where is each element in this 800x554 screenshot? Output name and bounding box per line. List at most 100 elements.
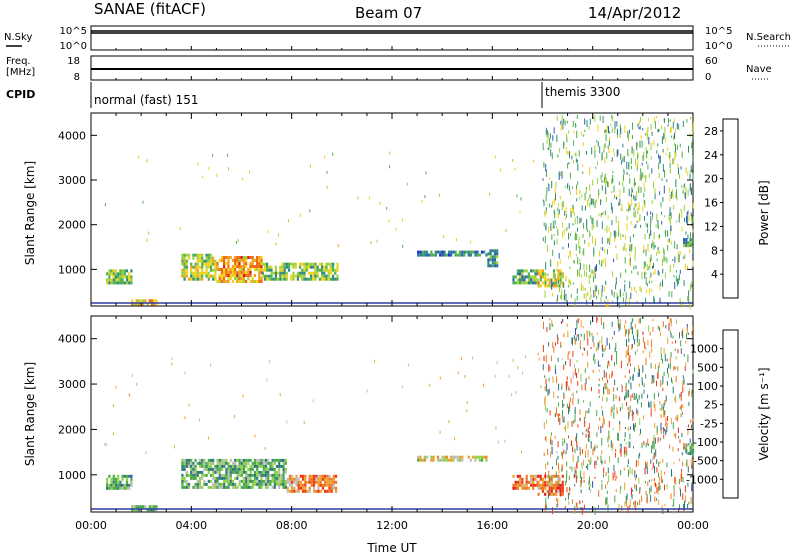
power-colorbar-tick-label: 20	[704, 173, 718, 186]
power-noise-cell	[573, 259, 575, 264]
power-noise-cell	[670, 228, 672, 235]
power-echo-cell	[201, 271, 204, 275]
power-noise-cell	[594, 285, 596, 292]
power-noise-cell	[589, 296, 591, 301]
power-echo-cell	[270, 271, 273, 275]
velocity-echo-cell	[561, 483, 564, 487]
velocity-noise-cell	[592, 481, 594, 488]
power-noise-cell	[568, 255, 570, 259]
power-echo-cell	[288, 265, 291, 269]
velocity-noise-cell	[636, 334, 638, 342]
power-noise-cell	[644, 216, 645, 221]
time-tick-label: 04:00	[175, 519, 207, 532]
velocity-echo-cell	[544, 483, 547, 487]
velocity-echo-cell	[288, 480, 291, 484]
velocity-noise-cell	[677, 427, 679, 433]
power-noise-cell	[651, 200, 653, 205]
velocity-noise-cell	[628, 389, 630, 398]
velocity-noise-cell	[602, 396, 604, 402]
power-noise-cell	[643, 244, 645, 253]
velocity-noise-cell	[105, 443, 107, 447]
power-echo-cell	[296, 274, 299, 278]
velocity-noise-cell	[688, 391, 690, 397]
velocity-noise-cell	[594, 460, 596, 466]
power-noise-cell	[379, 201, 381, 205]
velocity-noise-cell	[619, 443, 621, 447]
power-echo-cell	[229, 268, 232, 271]
power-echo-cell	[266, 262, 269, 266]
power-noise-cell	[572, 120, 574, 127]
velocity-echo-cell	[275, 482, 279, 486]
velocity-echo-cell	[544, 480, 547, 484]
velocity-noise-cell	[680, 413, 682, 418]
velocity-noise-cell	[561, 491, 562, 495]
power-noise-cell	[635, 251, 637, 254]
power-noise-cell	[616, 149, 618, 158]
velocity-noise-cell	[596, 409, 598, 417]
power-echo-cell	[281, 274, 284, 278]
station-title: SANAE (fitACF)	[94, 0, 206, 18]
power-echo-cell	[546, 284, 549, 288]
power-echo-cell	[198, 259, 202, 263]
velocity-echo-cell	[561, 486, 564, 490]
power-echo-cell	[225, 274, 228, 277]
power-noise-cell	[664, 230, 666, 235]
velocity-noise-cell	[602, 423, 604, 427]
velocity-echo-cell	[271, 467, 274, 471]
velocity-echo-cell	[229, 458, 232, 462]
velocity-echo-cell	[201, 458, 204, 462]
velocity-noise-cell	[625, 350, 627, 359]
power-noise-cell	[635, 203, 637, 207]
power-echo-cell	[256, 256, 259, 259]
velocity-noise-cell	[603, 473, 604, 478]
velocity-noise-cell	[575, 341, 577, 345]
power-echo-cell	[247, 277, 250, 280]
velocity-echo-cell	[308, 480, 311, 484]
power-echo-cell	[534, 278, 537, 282]
power-noise-cell	[672, 135, 674, 141]
velocity-noise-cell	[665, 395, 667, 402]
velocity-noise-cell	[679, 332, 680, 339]
velocity-noise-cell	[544, 472, 546, 480]
velocity-echo-cell	[304, 486, 307, 490]
velocity-echo-cell	[284, 479, 287, 483]
velocity-noise-cell	[631, 410, 633, 416]
power-noise-cell	[658, 128, 659, 131]
velocity-noise-cell	[614, 379, 616, 386]
power-echo-cell	[314, 271, 317, 275]
velocity-noise-cell	[664, 410, 666, 415]
velocity-noise-cell	[656, 380, 657, 387]
velocity-noise-cell	[558, 402, 560, 407]
velocity-echo-cell	[326, 474, 329, 478]
power-noise-cell	[685, 231, 687, 235]
power-noise-cell	[662, 268, 664, 274]
velocity-echo-cell	[256, 470, 259, 474]
velocity-noise-cell	[682, 493, 684, 500]
velocity-echo-cell	[267, 473, 270, 477]
velocity-echo-cell	[258, 458, 261, 462]
velocity-echo-cell	[278, 485, 281, 489]
power-echo-cell	[236, 274, 239, 277]
velocity-noise-cell	[576, 372, 578, 378]
velocity-echo-cell	[330, 477, 333, 481]
power-noise-cell	[575, 123, 576, 128]
velocity-noise-cell	[615, 489, 617, 493]
velocity-noise-cell	[629, 355, 631, 363]
power-noise-cell	[678, 274, 680, 281]
power-echo-cell	[525, 275, 528, 279]
velocity-noise-cell	[597, 342, 599, 351]
velocity-noise-cell	[642, 365, 644, 373]
power-echo-cell	[261, 268, 264, 272]
velocity-noise-cell	[663, 347, 665, 354]
power-noise-cell	[667, 124, 669, 127]
power-echo-cell	[249, 265, 252, 268]
power-noise-cell	[652, 266, 653, 269]
power-echo-cell	[238, 268, 241, 271]
power-echo-cell	[305, 265, 308, 269]
power-colorbar-tick-label: 28	[704, 125, 718, 138]
velocity-echo-cell	[216, 461, 219, 465]
velocity-noise-cell	[651, 445, 652, 454]
velocity-echo-cell	[319, 483, 322, 487]
power-noise-cell	[613, 291, 615, 298]
velocity-echo-cell	[212, 476, 215, 480]
